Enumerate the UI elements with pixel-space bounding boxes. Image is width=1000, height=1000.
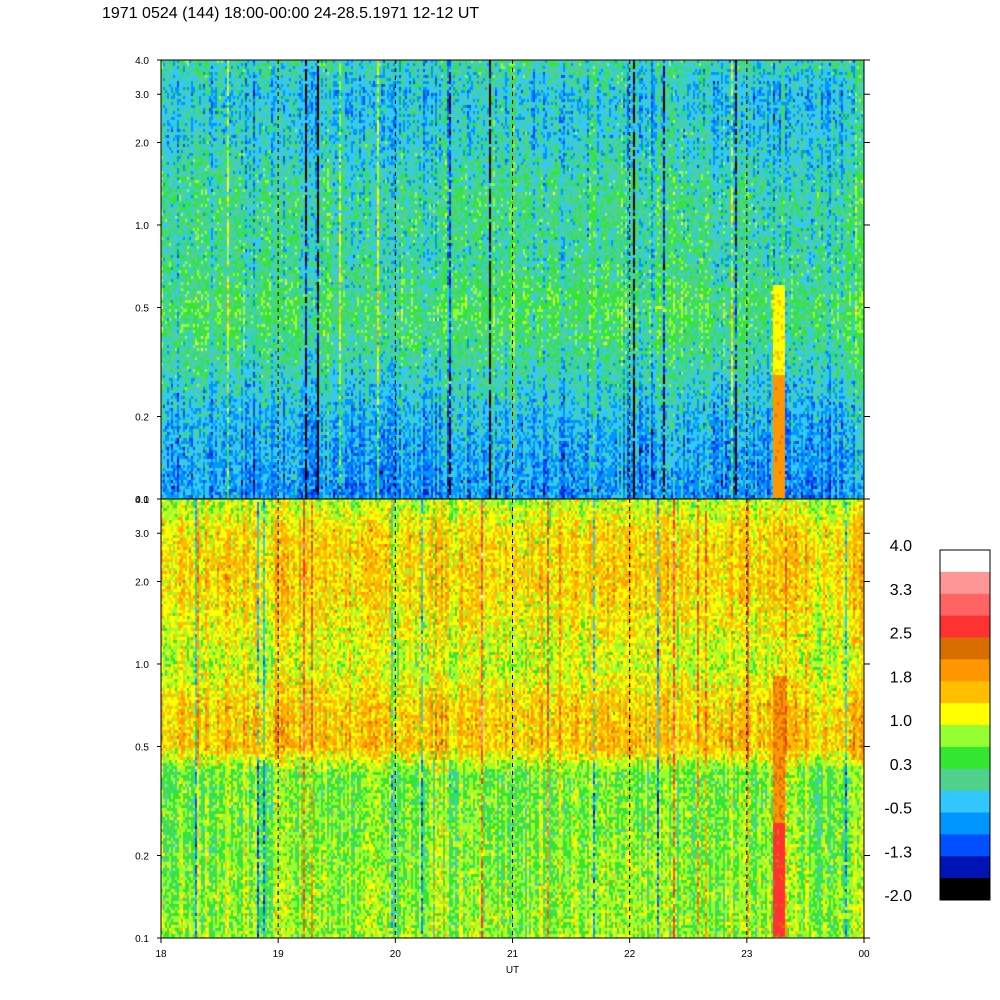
colorbar-label: -0.5 [884, 801, 912, 818]
x-tick-label: 23 [741, 949, 753, 960]
colorbar-label: 1.0 [890, 713, 912, 730]
colorbar-frame [939, 549, 991, 901]
colorbar-swatch [940, 659, 990, 682]
colorbar-swatch [940, 593, 990, 617]
y-tick-label: 0.1 [135, 934, 149, 945]
colorbar-swatch [940, 681, 990, 704]
colorbar-swatch [940, 812, 990, 835]
colorbar-swatch [940, 550, 990, 573]
colorbar-label: 0.3 [890, 757, 912, 774]
x-tick-label: 18 [155, 949, 167, 960]
x-axis-label: UT [506, 965, 519, 976]
y-tick-label: 1.0 [135, 221, 149, 232]
y-tick-label: 0.5 [135, 303, 149, 314]
colorbar-swatch [940, 571, 990, 595]
y-tick-label: 2.0 [135, 577, 149, 588]
colorbar-label: 4.0 [890, 538, 912, 555]
y-tick-label: 3.0 [135, 90, 149, 101]
colorbar-label: 2.5 [890, 626, 912, 643]
colorbar-swatch [940, 615, 990, 638]
y-tick-label: 3.0 [135, 529, 149, 540]
x-tick-label: 00 [858, 949, 870, 960]
colorbar-swatch [940, 703, 990, 726]
x-tick-label: 20 [390, 949, 402, 960]
colorbar-swatch [940, 746, 990, 770]
y-tick-label: 1.0 [135, 660, 149, 671]
colorbar-swatch [940, 790, 990, 813]
y-tick-label: 4.0 [135, 56, 149, 67]
colorbar-swatch [940, 834, 990, 857]
x-tick-label: 22 [624, 949, 636, 960]
x-tick-label: 21 [507, 949, 519, 960]
chart-title: 1971 0524 (144) 18:00-00:00 24-28.5.1971… [102, 5, 480, 22]
colorbar-label: -1.3 [884, 844, 912, 861]
y-tick-label: 0.2 [135, 852, 149, 863]
colorbar-label: -2.0 [884, 888, 912, 905]
y-tick-label: 0.2 [135, 413, 149, 424]
y-tick-label: 4.0 [135, 495, 149, 506]
colorbar-swatch [940, 725, 990, 748]
colorbar-label: 1.8 [890, 669, 912, 686]
colorbar-label: 3.3 [890, 582, 912, 599]
y-tick-label: 0.5 [135, 742, 149, 753]
colorbar-swatch [940, 856, 990, 879]
colorbar-swatch [940, 768, 990, 792]
y-tick-label: 0.1 [135, 495, 149, 506]
x-tick-label: 19 [273, 949, 285, 960]
colorbar-swatch [940, 878, 990, 901]
y-tick-label: 2.0 [135, 138, 149, 149]
colorbar-swatch [940, 637, 990, 660]
